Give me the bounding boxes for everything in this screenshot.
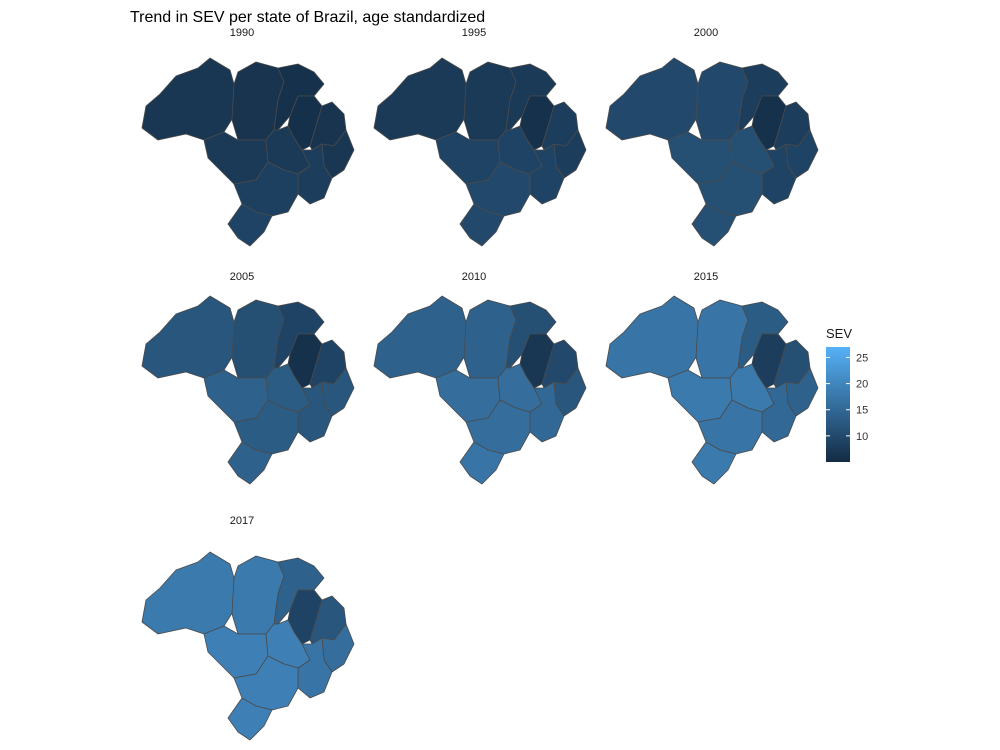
- legend-ticks: 10 15 20 25: [826, 352, 868, 443]
- brazil-map: [605, 295, 819, 485]
- panel-label: 1990: [230, 27, 254, 39]
- state-region-ne_upper: [519, 333, 555, 389]
- state-region-ne_upper: [519, 95, 555, 151]
- legend-tick-label: 15: [856, 405, 868, 417]
- legend-colorbar: [826, 347, 850, 462]
- panel-label: 1995: [462, 27, 486, 39]
- brazil-map: [373, 295, 587, 485]
- state-region-sul: [691, 203, 737, 247]
- panel-label: 2000: [694, 27, 718, 39]
- state-region-north: [605, 57, 699, 141]
- state-region-bahia: [761, 381, 797, 443]
- state-region-ne_upper: [751, 333, 787, 389]
- state-region-bahia: [761, 143, 797, 205]
- state-region-sul: [227, 441, 273, 485]
- state-region-sul: [227, 203, 273, 247]
- map-panel-2015: 2015: [605, 271, 819, 485]
- brazil-map: [141, 551, 355, 741]
- map-panel-2000: 2000: [605, 27, 819, 247]
- state-region-sul: [691, 441, 737, 485]
- state-region-sul: [227, 697, 273, 741]
- brazil-map: [373, 57, 587, 247]
- brazil-map: [141, 295, 355, 485]
- state-region-ne_upper: [751, 95, 787, 151]
- state-region-bahia: [297, 143, 333, 205]
- state-region-north: [141, 295, 235, 379]
- state-region-sul: [459, 203, 505, 247]
- legend-tick-label: 10: [856, 431, 868, 443]
- state-region-north: [605, 295, 699, 379]
- state-region-ne_upper: [287, 95, 323, 151]
- state-region-north: [373, 57, 467, 141]
- legend-title: SEV: [826, 326, 852, 341]
- state-region-ne_upper: [287, 333, 323, 389]
- state-region-bahia: [529, 143, 565, 205]
- state-region-ne_upper: [287, 589, 323, 645]
- map-panel-1990: 1990: [141, 27, 355, 247]
- state-region-sul: [459, 441, 505, 485]
- chart-title: Trend in SEV per state of Brazil, age st…: [130, 9, 485, 26]
- state-region-bahia: [529, 381, 565, 443]
- panel-label: 2015: [694, 271, 718, 283]
- state-region-north: [373, 295, 467, 379]
- map-panel-2017: 2017: [141, 515, 355, 741]
- legend-tick-label: 20: [856, 379, 868, 391]
- map-panel-2005: 2005: [141, 271, 355, 485]
- map-panels: 1990 1995 2000 2005 2010 2015 2017: [141, 27, 819, 741]
- state-region-north: [141, 551, 235, 635]
- panel-label: 2017: [230, 515, 254, 527]
- brazil-map: [605, 57, 819, 247]
- map-panel-1995: 1995: [373, 27, 587, 247]
- panel-label: 2005: [230, 271, 254, 283]
- map-panel-2010: 2010: [373, 271, 587, 485]
- legend-tick-label: 25: [856, 352, 868, 364]
- brazil-map: [141, 57, 355, 247]
- panel-label: 2010: [462, 271, 486, 283]
- state-region-bahia: [297, 381, 333, 443]
- state-region-north: [141, 57, 235, 141]
- legend: SEV 10 15 20 25: [826, 326, 868, 462]
- state-region-bahia: [297, 637, 333, 699]
